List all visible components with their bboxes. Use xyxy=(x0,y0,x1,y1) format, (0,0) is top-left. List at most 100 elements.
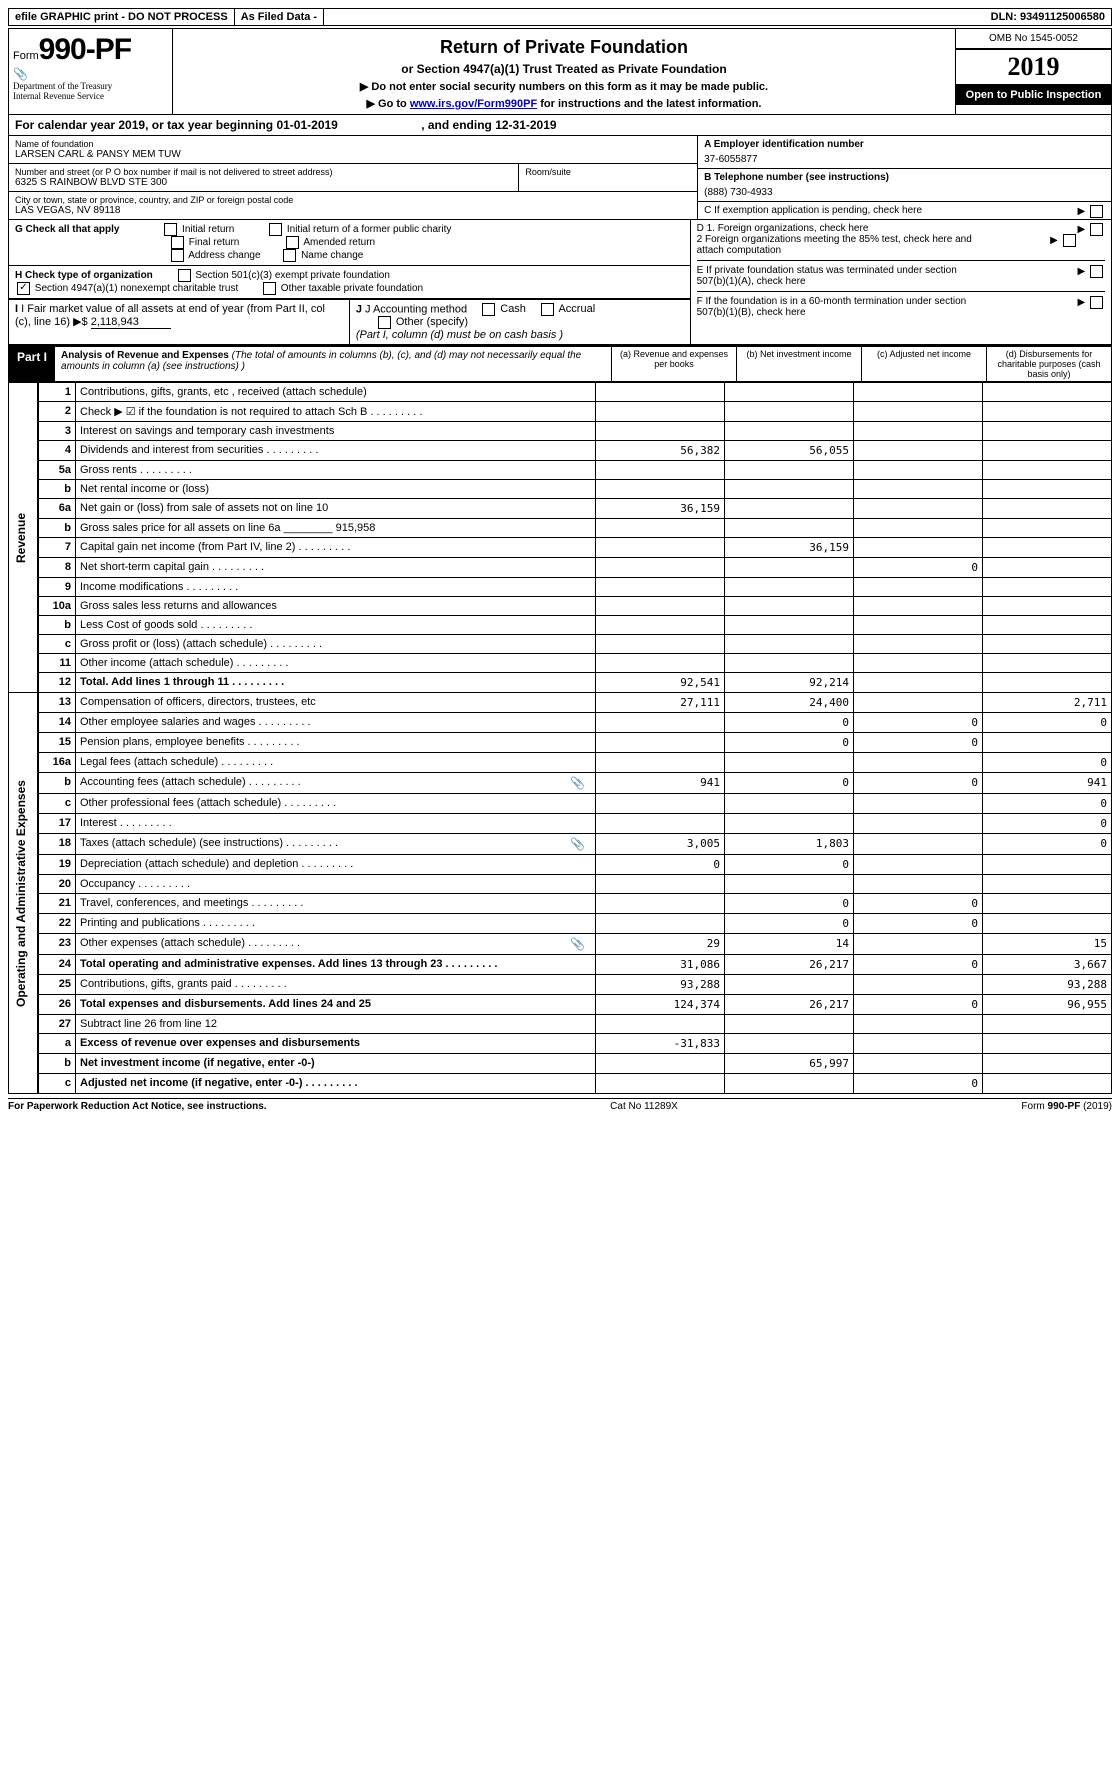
d1-checkbox[interactable] xyxy=(1090,223,1103,236)
col-b-value: 24,400 xyxy=(725,693,854,713)
line-description: Total operating and administrative expen… xyxy=(76,955,596,975)
col-d-value xyxy=(983,894,1112,914)
table-row: bNet investment income (if negative, ent… xyxy=(9,1054,1112,1074)
col-d-value xyxy=(983,538,1112,558)
g-address-checkbox[interactable] xyxy=(171,249,184,262)
g-former-checkbox[interactable] xyxy=(269,223,282,236)
col-c-value xyxy=(854,461,983,480)
d2-checkbox[interactable] xyxy=(1063,234,1076,247)
irs-link[interactable]: www.irs.gov/Form990PF xyxy=(410,98,537,110)
col-a-value xyxy=(596,519,725,538)
col-a-value xyxy=(596,635,725,654)
col-c-value xyxy=(854,673,983,693)
table-row: bGross sales price for all assets on lin… xyxy=(9,519,1112,538)
table-row: 12Total. Add lines 1 through 1192,54192,… xyxy=(9,673,1112,693)
line-description: Net rental income or (loss) xyxy=(76,480,596,499)
section-label: Revenue xyxy=(9,383,39,693)
table-row: 7Capital gain net income (from Part IV, … xyxy=(9,538,1112,558)
h-4947-checkbox[interactable]: ✓ xyxy=(17,282,30,295)
revenue-expense-table: Revenue1Contributions, gifts, grants, et… xyxy=(8,382,1112,1094)
col-d-value xyxy=(983,422,1112,441)
line-number: 15 xyxy=(38,733,76,753)
col-d-value xyxy=(983,616,1112,635)
foundation-info: Name of foundation LARSEN CARL & PANSY M… xyxy=(8,136,1112,220)
table-row: 18📎Taxes (attach schedule) (see instruct… xyxy=(9,834,1112,855)
table-row: 10aGross sales less returns and allowanc… xyxy=(9,597,1112,616)
col-c-value: 0 xyxy=(854,773,983,794)
line-number: b xyxy=(38,480,76,499)
table-row: 21Travel, conferences, and meetings00 xyxy=(9,894,1112,914)
f-checkbox[interactable] xyxy=(1090,296,1103,309)
j-other-checkbox[interactable] xyxy=(378,316,391,329)
line-number: 21 xyxy=(38,894,76,914)
foundation-city: LAS VEGAS, NV 89118 xyxy=(15,205,691,216)
line-description: Interest on savings and temporary cash i… xyxy=(76,422,596,441)
g-name-checkbox[interactable] xyxy=(283,249,296,262)
table-row: 2Check ▶ ☑ if the foundation is not requ… xyxy=(9,402,1112,422)
open-inspection: Open to Public Inspection xyxy=(956,85,1111,105)
col-b-value: 26,217 xyxy=(725,955,854,975)
col-a-value: 36,159 xyxy=(596,499,725,519)
col-b-value xyxy=(725,578,854,597)
footer-center: Cat No 11289X xyxy=(610,1101,678,1112)
col-b-value: 0 xyxy=(725,894,854,914)
col-d-value xyxy=(983,499,1112,519)
dept-treasury: Department of the Treasury Internal Reve… xyxy=(13,81,168,101)
col-b-value xyxy=(725,975,854,995)
asfiled-label: As Filed Data - xyxy=(235,9,324,25)
ein-value: 37-6055877 xyxy=(704,154,1105,165)
j-cash-checkbox[interactable] xyxy=(482,303,495,316)
table-row: Operating and Administrative Expenses13C… xyxy=(9,693,1112,713)
col-d-value: 0 xyxy=(983,814,1112,834)
col-c-value xyxy=(854,794,983,814)
line-description: Gross sales price for all assets on line… xyxy=(76,519,596,538)
g-initial-checkbox[interactable] xyxy=(164,223,177,236)
c-checkbox[interactable] xyxy=(1090,205,1103,218)
g-final-checkbox[interactable] xyxy=(171,236,184,249)
col-a-value xyxy=(596,597,725,616)
paperclip-icon: 📎 xyxy=(13,67,168,81)
col-a-value xyxy=(596,422,725,441)
g-amended-checkbox[interactable] xyxy=(286,236,299,249)
col-c-value xyxy=(854,975,983,995)
col-a-value xyxy=(596,875,725,894)
line-number: 20 xyxy=(38,875,76,894)
j-accrual-checkbox[interactable] xyxy=(541,303,554,316)
addr-label: Number and street (or P O box number if … xyxy=(15,167,512,177)
d1-label: D 1. Foreign organizations, check here xyxy=(697,223,869,234)
line-description: Compensation of officers, directors, tru… xyxy=(76,693,596,713)
h-501c3-checkbox[interactable] xyxy=(178,269,191,282)
table-row: 6aNet gain or (loss) from sale of assets… xyxy=(9,499,1112,519)
check-section: G Check all that apply Initial return In… xyxy=(8,220,1112,345)
col-c-value xyxy=(854,814,983,834)
col-a-value xyxy=(596,914,725,934)
part-title: Analysis of Revenue and Expenses xyxy=(61,350,229,361)
h-other-checkbox[interactable] xyxy=(263,282,276,295)
col-c-value xyxy=(854,402,983,422)
col-c-value xyxy=(854,441,983,461)
col-a-header: (a) Revenue and expenses per books xyxy=(612,347,737,381)
col-d-value xyxy=(983,673,1112,693)
e-checkbox[interactable] xyxy=(1090,265,1103,278)
col-a-value xyxy=(596,480,725,499)
table-row: 14Other employee salaries and wages000 xyxy=(9,713,1112,733)
col-c-value xyxy=(854,1054,983,1074)
line-number: 17 xyxy=(38,814,76,834)
col-b-header: (b) Net investment income xyxy=(737,347,862,381)
col-a-value: 27,111 xyxy=(596,693,725,713)
col-b-value xyxy=(725,402,854,422)
line-description: Depreciation (attach schedule) and deple… xyxy=(76,855,596,875)
col-c-value xyxy=(854,654,983,673)
col-a-value: 92,541 xyxy=(596,673,725,693)
calendar-year-row: For calendar year 2019, or tax year begi… xyxy=(8,115,1112,136)
form-subtitle: or Section 4947(a)(1) Trust Treated as P… xyxy=(181,62,947,76)
col-b-value xyxy=(725,794,854,814)
table-row: aExcess of revenue over expenses and dis… xyxy=(9,1034,1112,1054)
name-label: Name of foundation xyxy=(15,139,691,149)
col-b-value: 0 xyxy=(725,914,854,934)
i-value: 2,118,943 xyxy=(91,316,171,329)
line-number: 6a xyxy=(38,499,76,519)
col-b-value xyxy=(725,383,854,402)
col-b-value: 92,214 xyxy=(725,673,854,693)
col-d-value xyxy=(983,441,1112,461)
